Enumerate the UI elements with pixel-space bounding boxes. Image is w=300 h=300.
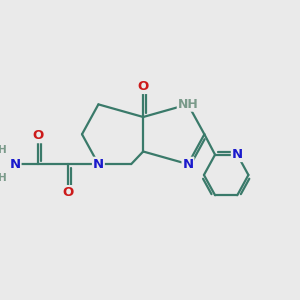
Text: O: O bbox=[63, 186, 74, 199]
Text: N: N bbox=[182, 158, 194, 171]
Text: N: N bbox=[93, 158, 104, 171]
Text: NH: NH bbox=[178, 98, 198, 111]
Text: H: H bbox=[0, 145, 6, 155]
Text: N: N bbox=[10, 158, 21, 171]
Text: N: N bbox=[232, 148, 243, 161]
Text: O: O bbox=[138, 80, 149, 93]
Text: H: H bbox=[0, 173, 6, 183]
Text: O: O bbox=[32, 129, 44, 142]
